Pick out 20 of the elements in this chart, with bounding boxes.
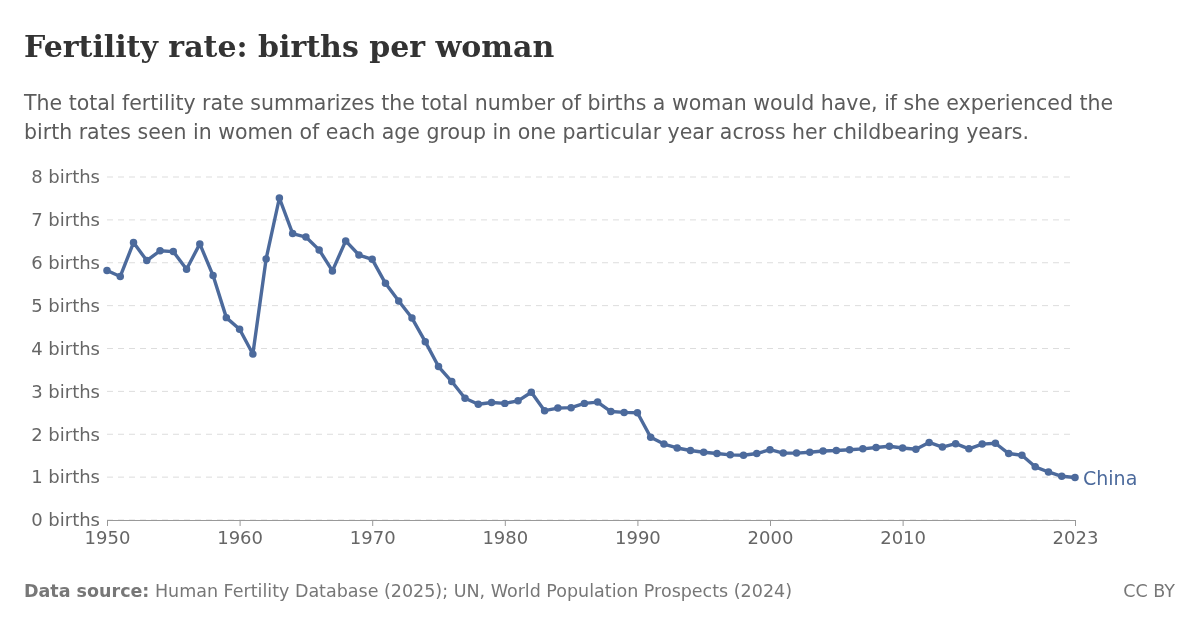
y-tick-label: 5 births — [31, 294, 100, 316]
y-tick-label: 3 births — [31, 380, 100, 402]
chart-title: Fertility rate: births per woman — [24, 29, 555, 64]
y-tick-label: 2 births — [31, 423, 100, 445]
x-tick-label: 2023 — [1052, 526, 1099, 548]
chart-subtitle: The total fertility rate summarizes the total number of births a woman would have, if she experienced the birth rates seen in women of each age group in one particular year across her childbearing years. — [23, 91, 1114, 144]
y-tick-label: 7 births — [31, 209, 100, 231]
x-tick-label: 1960 — [217, 526, 264, 548]
x-tick-label: 1980 — [482, 526, 529, 548]
x-tick-label: 1970 — [349, 526, 396, 548]
y-tick-label: 6 births — [31, 252, 100, 274]
x-tick-label: 2010 — [880, 526, 927, 548]
x-tick-label: 2000 — [747, 526, 794, 548]
y-tick-label: 4 births — [31, 337, 100, 359]
series-label: China — [1083, 466, 1138, 489]
source-note: Data source: Human Fertility Database (2025); UN, World Population Prospects (2024) — [24, 581, 792, 601]
text: CC BY — [1123, 581, 1176, 601]
y-tick-label: 8 births — [31, 166, 100, 188]
x-tick-label: 1990 — [615, 526, 661, 548]
y-tick-label: 1 births — [31, 466, 100, 488]
